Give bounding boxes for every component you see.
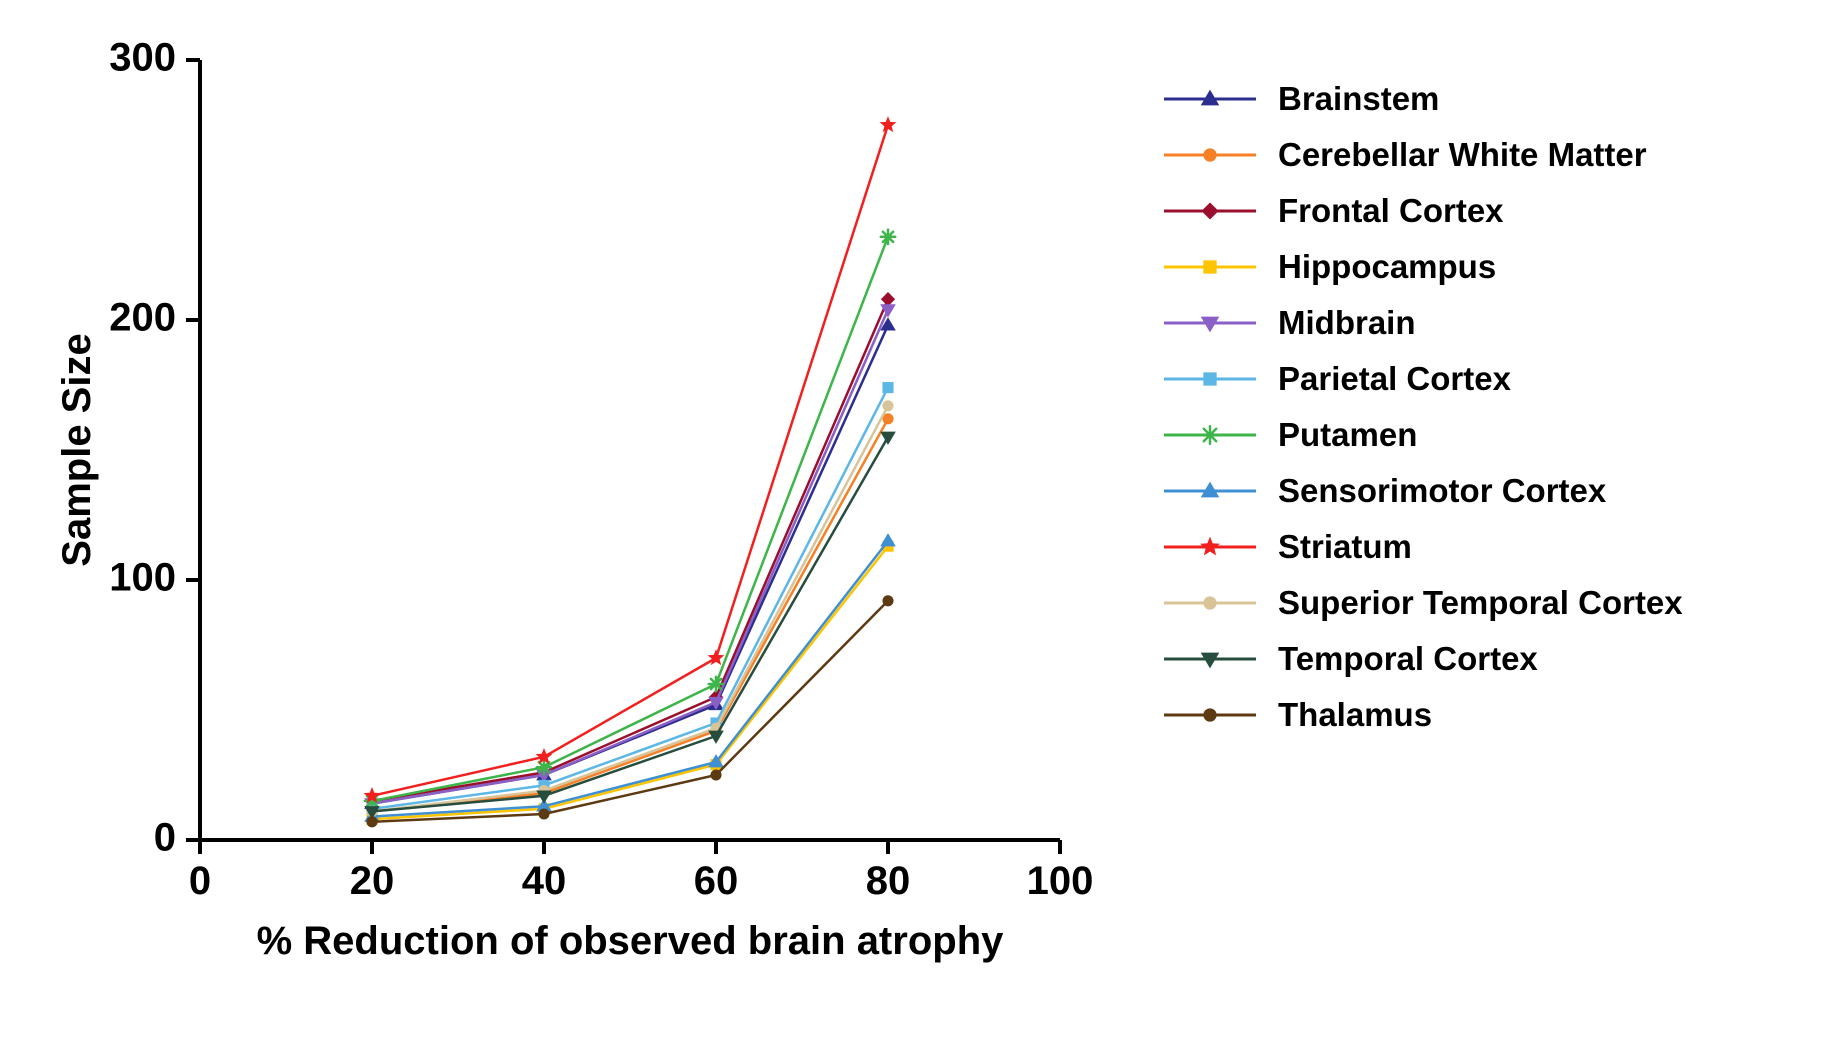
legend-swatch <box>1160 197 1260 225</box>
legend-item: Frontal Cortex <box>1160 192 1683 230</box>
legend-label: Sensorimotor Cortex <box>1278 472 1606 510</box>
series-marker <box>881 534 895 545</box>
legend-label: Putamen <box>1278 416 1417 454</box>
legend-swatch <box>1160 141 1260 169</box>
x-tick-label: 60 <box>694 859 739 903</box>
legend-label: Superior Temporal Cortex <box>1278 584 1683 622</box>
legend-label: Brainstem <box>1278 80 1439 118</box>
series-line <box>372 125 888 796</box>
x-tick-label: 80 <box>866 859 911 903</box>
series-marker <box>711 770 721 780</box>
chart-container: 0100200300020406080100Sample Size% Reduc… <box>40 20 1140 1025</box>
legend-item: Brainstem <box>1160 80 1683 118</box>
legend-label: Cerebellar White Matter <box>1278 136 1647 174</box>
x-tick-label: 40 <box>522 859 567 903</box>
legend-label: Frontal Cortex <box>1278 192 1504 230</box>
legend-swatch <box>1160 365 1260 393</box>
x-tick-label: 100 <box>1027 859 1094 903</box>
legend-item: Striatum <box>1160 528 1683 566</box>
legend-label: Hippocampus <box>1278 248 1496 286</box>
y-axis-label: Sample Size <box>55 333 99 566</box>
series-marker <box>883 401 893 411</box>
y-tick-label: 200 <box>109 296 176 340</box>
legend-item: Midbrain <box>1160 304 1683 342</box>
series-marker <box>883 596 893 606</box>
series-marker <box>882 293 895 306</box>
series-line <box>372 310 888 804</box>
series-line <box>372 388 888 809</box>
legend-swatch <box>1160 253 1260 281</box>
legend: Brainstem Cerebellar White Matter Frontal … <box>1160 80 1683 734</box>
legend-swatch <box>1160 589 1260 617</box>
legend-label: Midbrain <box>1278 304 1416 342</box>
page: 0100200300020406080100Sample Size% Reduc… <box>0 0 1833 1053</box>
series-marker <box>709 677 723 691</box>
legend-label: Thalamus <box>1278 696 1432 734</box>
x-axis-label: % Reduction of observed brain atrophy <box>257 919 1005 963</box>
series-line <box>372 325 888 803</box>
legend-swatch <box>1160 477 1260 505</box>
legend-label: Parietal Cortex <box>1278 360 1511 398</box>
legend-swatch <box>1160 421 1260 449</box>
legend-swatch <box>1160 309 1260 337</box>
legend-item: Putamen <box>1160 416 1683 454</box>
legend-swatch <box>1160 533 1260 561</box>
legend-item: Thalamus <box>1160 696 1683 734</box>
legend-swatch <box>1160 701 1260 729</box>
series-marker <box>539 809 549 819</box>
series-marker <box>883 414 893 424</box>
series-line <box>372 406 888 812</box>
legend-swatch <box>1160 85 1260 113</box>
legend-item: Superior Temporal Cortex <box>1160 584 1683 622</box>
series-marker <box>537 760 551 774</box>
legend-label: Striatum <box>1278 528 1412 566</box>
legend-item: Hippocampus <box>1160 248 1683 286</box>
legend-item: Cerebellar White Matter <box>1160 136 1683 174</box>
legend-label: Temporal Cortex <box>1278 640 1538 678</box>
y-tick-label: 0 <box>154 816 176 860</box>
sample-size-chart: 0100200300020406080100Sample Size% Reduc… <box>40 20 1140 1020</box>
series-line <box>372 237 888 801</box>
legend-item: Parietal Cortex <box>1160 360 1683 398</box>
x-tick-label: 20 <box>350 859 395 903</box>
series-marker <box>881 432 895 443</box>
series-marker <box>881 230 895 244</box>
y-tick-label: 300 <box>109 36 176 80</box>
series-marker <box>367 817 377 827</box>
legend-item: Temporal Cortex <box>1160 640 1683 678</box>
legend-swatch <box>1160 645 1260 673</box>
x-tick-label: 0 <box>189 859 211 903</box>
series-marker <box>883 383 893 393</box>
legend-item: Sensorimotor Cortex <box>1160 472 1683 510</box>
y-tick-label: 100 <box>109 556 176 600</box>
